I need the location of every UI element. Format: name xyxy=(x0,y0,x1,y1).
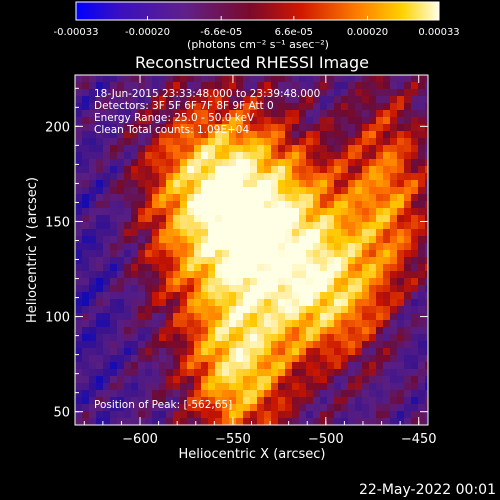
x-axis: −600 −550 −500 −450 xyxy=(83,75,437,447)
colorbar-tick-label: -6.6e-05 xyxy=(200,27,242,38)
colorbar: -0.00033 -0.00020 -6.6e-05 6.6e-05 0.00020 0.… xyxy=(54,1,460,51)
colorbar-units: (photons cm⁻² s⁻¹ asec⁻²) xyxy=(187,38,329,51)
colorbar-ticks: -0.00033 -0.00020 -6.6e-05 6.6e-05 0.00020 0.… xyxy=(54,16,460,38)
y-tick-label: 200 xyxy=(45,120,70,135)
colorbar-tick-label: -0.00020 xyxy=(125,27,170,38)
x-tick-label: −600 xyxy=(122,432,158,447)
y-axis-label: Heliocentric Y (arcsec) xyxy=(25,177,40,323)
peak-position-label: Position of Peak: [-562,65] xyxy=(94,399,232,411)
y-tick-label: 50 xyxy=(53,406,70,421)
colorbar-gradient xyxy=(75,1,440,21)
heatmap xyxy=(75,75,428,425)
observation-info: 18-Jun-2015 23:33:48.000 to 23:39:48.000… xyxy=(94,88,320,411)
colorbar-tick-label: 6.6e-05 xyxy=(275,27,313,38)
x-axis-label: Heliocentric X (arcsec) xyxy=(179,447,326,462)
y-tick-label: 100 xyxy=(45,311,70,326)
annotation-detectors: Detectors: 3F 5F 6F 7F 8F 9F Att 0 xyxy=(94,100,274,112)
colorbar-tick-label: 0.00033 xyxy=(418,27,459,38)
annotation-energy-range: Energy Range: 25.0 - 50.0 keV xyxy=(94,112,255,124)
x-tick-label: −550 xyxy=(215,432,251,447)
x-tick-label: −450 xyxy=(401,432,437,447)
x-tick-label: −500 xyxy=(308,432,344,447)
colorbar-tick-label: -0.00033 xyxy=(54,27,99,38)
annotation-time-range: 18-Jun-2015 23:33:48.000 to 23:39:48.000 xyxy=(94,88,320,100)
y-axis: 50 100 150 200 xyxy=(45,87,428,421)
heatmap-cells xyxy=(75,75,428,425)
footer-timestamp: 22-May-2022 00:01 xyxy=(359,482,496,498)
y-tick-label: 150 xyxy=(45,215,70,230)
annotation-clean-counts: Clean Total counts: 1.09E+04 xyxy=(94,124,249,136)
chart-title: Reconstructed RHESSI Image xyxy=(135,53,369,72)
colorbar-tick-label: 0.00020 xyxy=(347,27,388,38)
